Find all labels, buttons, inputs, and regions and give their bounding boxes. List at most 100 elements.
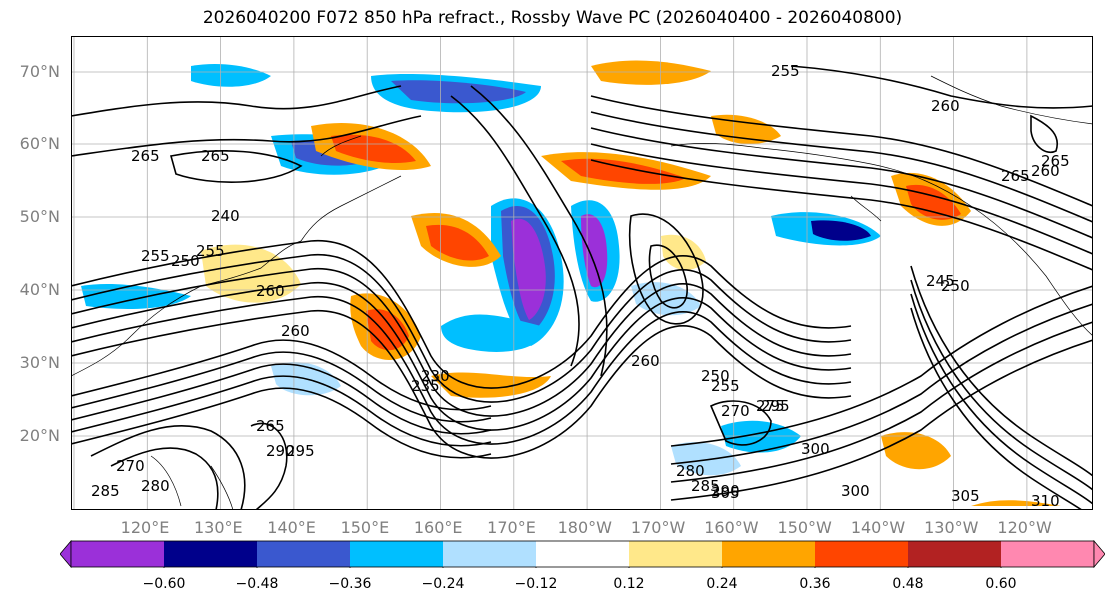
height-contour <box>71 85 402 117</box>
colorbar-tick-label: −0.12 <box>514 576 558 592</box>
colorbar-tick-label: −0.36 <box>328 576 372 592</box>
anomaly-shading <box>971 500 1061 506</box>
anomaly-shading <box>811 220 871 241</box>
height-contour <box>71 310 852 459</box>
coastline <box>930 75 1093 125</box>
contour-label: 285 <box>91 482 120 500</box>
coastline <box>670 143 1093 337</box>
colorbar-swatch <box>257 541 351 567</box>
contour-label: 290 <box>711 482 740 500</box>
contour-label: 290 <box>266 442 295 460</box>
height-contour <box>71 387 492 459</box>
contour-label: 245 <box>926 272 955 290</box>
contour-label: 310 <box>1031 492 1060 510</box>
height-contour <box>110 447 219 510</box>
height-contour <box>910 265 1093 477</box>
map-panel: 265 260 255 260 265 260 265 255 260 265 250 255 260 2… <box>71 36 1093 510</box>
lat-label: 30°N <box>19 353 60 372</box>
lon-label: 180°W <box>557 518 612 537</box>
colorbar-tick-label: 0.48 <box>892 576 924 592</box>
colorbar-extend-min <box>60 540 72 568</box>
lon-label: 160°W <box>704 518 759 537</box>
lon-label: 150°W <box>777 518 832 537</box>
colorbar-swatch <box>815 541 909 567</box>
colorbar-swatch <box>350 541 444 567</box>
lon-label: 130°W <box>924 518 979 537</box>
coastline <box>210 465 234 510</box>
anomaly-shading <box>391 80 526 104</box>
height-contour <box>628 213 704 325</box>
lon-label: 170°W <box>630 518 686 537</box>
height-contour <box>71 254 852 403</box>
colorbar-swatch <box>908 541 1002 567</box>
contour-label: 270 <box>116 457 145 475</box>
contour-label: 275 <box>756 397 785 415</box>
contour-label: 260 <box>931 97 960 115</box>
colorbar-tick-label: −0.24 <box>421 576 465 592</box>
lat-label: 20°N <box>19 426 60 445</box>
colorbar <box>60 540 1105 568</box>
lon-label: 140°W <box>850 518 906 537</box>
contour-label: 255 <box>196 242 225 260</box>
colorbar-tick-label: 0.36 <box>799 576 831 592</box>
anomaly-shading <box>671 442 741 476</box>
contour-label: 285 <box>691 477 720 495</box>
contour-label: 260 <box>256 282 285 300</box>
height-contour <box>910 293 1093 505</box>
height-contour <box>90 424 246 510</box>
height-contour <box>71 115 422 157</box>
height-contour <box>450 95 580 367</box>
height-contour <box>709 400 772 446</box>
anomaly-shading <box>661 234 706 271</box>
map-title: 2026040200 F072 850 hPa refract., Rossby… <box>202 8 903 28</box>
colorbar-tick-label: −0.48 <box>235 576 279 592</box>
anomaly-shading <box>561 158 686 184</box>
height-contour <box>169 150 303 183</box>
contour-label: 300 <box>801 440 830 458</box>
lat-label: 70°N <box>19 62 60 81</box>
contour-label: 260 <box>1031 162 1060 180</box>
contour-label: 305 <box>711 484 740 502</box>
height-contour <box>1030 114 1058 153</box>
height-contour <box>71 339 492 411</box>
lon-label: 150°E <box>340 518 390 537</box>
colorbar-swatch <box>443 541 537 567</box>
anomaly-shading <box>721 420 801 453</box>
colorbar-swatch <box>164 541 258 567</box>
anomaly-shading <box>331 134 416 163</box>
contour-label: 230 <box>421 367 450 385</box>
contour-label: 255 <box>711 377 740 395</box>
colorbar-swatch <box>722 541 816 567</box>
lon-label: 130°E <box>193 518 243 537</box>
height-contour <box>590 127 1093 239</box>
colorbar-tick-label: 0.12 <box>613 576 645 592</box>
height-contour <box>590 159 1093 271</box>
anomaly-shading <box>881 432 951 470</box>
contour-label: 265 <box>256 417 285 435</box>
colorbar-swatch <box>71 541 165 567</box>
height-contour <box>910 307 1084 510</box>
anomaly-shading <box>906 184 961 220</box>
contour-label: 295 <box>761 397 790 415</box>
height-contour <box>71 240 852 389</box>
lon-label: 120°E <box>120 518 170 537</box>
coastline <box>300 175 402 242</box>
height-contour <box>670 285 1093 447</box>
lat-label: 60°N <box>19 134 60 153</box>
contour-label: 260 <box>631 352 660 370</box>
colorbar-tick-label: −0.60 <box>142 576 186 592</box>
contour-label: 255 <box>771 62 800 80</box>
height-contour <box>71 375 492 447</box>
height-contour <box>71 282 852 431</box>
height-contour <box>790 65 1093 109</box>
lon-label: 120°W <box>997 518 1052 537</box>
contour-label: 265 <box>1041 152 1070 170</box>
anomaly-shading <box>426 224 489 261</box>
coastline <box>320 135 362 157</box>
colorbar-tick-label: 0.24 <box>706 576 738 592</box>
height-contour <box>470 85 608 377</box>
height-contour <box>590 95 1093 207</box>
height-contour <box>910 279 1093 491</box>
contour-label: 265 <box>131 147 160 165</box>
anomaly-shading <box>431 372 551 398</box>
